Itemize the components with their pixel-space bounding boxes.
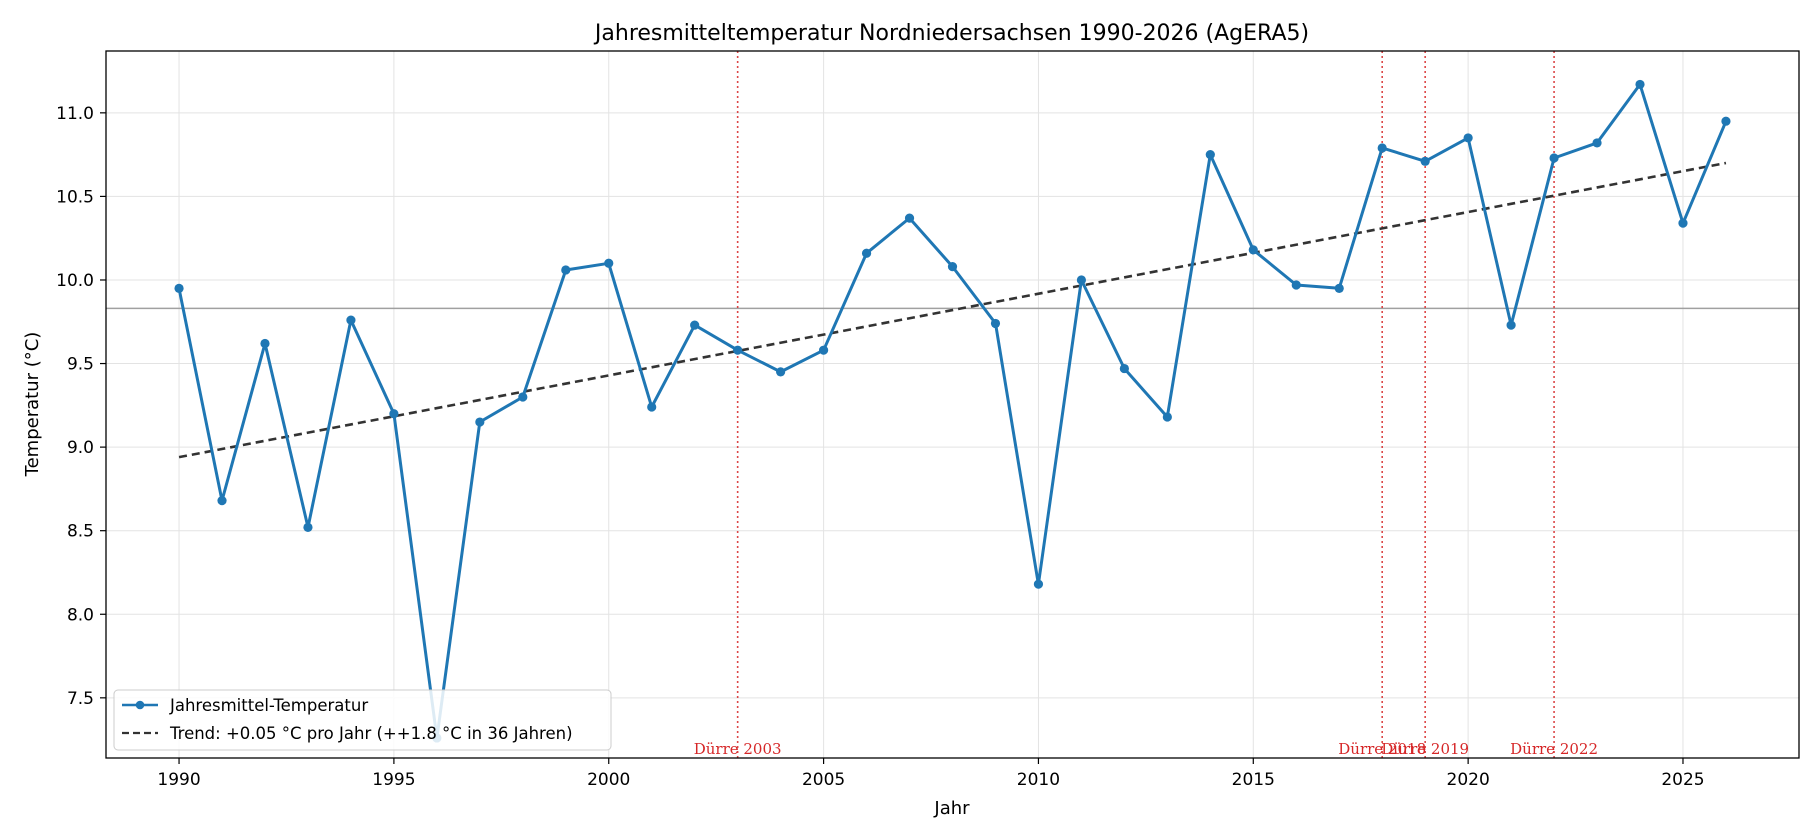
data-point <box>1076 275 1087 285</box>
data-point <box>389 409 399 419</box>
data-point <box>1119 363 1129 374</box>
data-point <box>475 417 485 427</box>
plot-frame <box>105 50 1800 759</box>
event-label: Dürre 2019 <box>1381 740 1469 758</box>
data-point <box>1592 138 1602 148</box>
data-point <box>818 345 829 355</box>
y-tick-label: 7.5 <box>67 689 94 709</box>
data-point <box>1334 283 1344 293</box>
data-point <box>1377 143 1387 153</box>
y-tick-label: 10.5 <box>56 187 94 207</box>
y-tick-label: 9.0 <box>67 438 94 458</box>
data-point <box>1162 412 1172 422</box>
data-point <box>1463 133 1473 143</box>
data-point <box>1248 245 1258 255</box>
data-point <box>1420 156 1430 166</box>
x-tick-label: 2020 <box>1447 770 1490 790</box>
data-point <box>217 496 227 506</box>
y-tick-label: 8.5 <box>67 522 94 542</box>
x-axis: 1990 1995 2000 2005 2010 2015 2020 2025 <box>157 758 1705 790</box>
y-tick-label: 9.5 <box>67 355 94 375</box>
x-tick-label: 2005 <box>802 770 845 790</box>
data-point <box>1721 116 1731 126</box>
y-tick-label: 11.0 <box>56 104 94 124</box>
data-point <box>904 213 915 223</box>
data-point <box>647 402 657 412</box>
data-point <box>690 320 700 330</box>
event-label: Dürre 2003 <box>694 740 782 758</box>
legend-label-trend: Trend: +0.05 °C pro Jahr (++1.8 °C in 36… <box>169 724 573 743</box>
data-point <box>1549 153 1559 163</box>
data-point <box>1678 218 1688 228</box>
data-point <box>1635 79 1645 90</box>
data-point <box>174 283 184 293</box>
data-point <box>861 248 872 258</box>
x-tick-label: 2025 <box>1661 770 1704 790</box>
y-tick-label: 10.0 <box>56 271 94 291</box>
grid <box>106 51 1799 758</box>
data-point <box>561 265 571 275</box>
x-axis-label: Jahr <box>933 798 970 819</box>
x-tick-label: 2010 <box>1017 770 1060 790</box>
trend-line <box>178 161 1727 459</box>
legend-box <box>113 689 612 751</box>
data-point <box>1205 150 1215 160</box>
data-point <box>346 315 356 325</box>
data-point <box>733 345 743 355</box>
data-point <box>303 522 313 532</box>
data-point <box>604 258 614 268</box>
data-point <box>1291 280 1301 290</box>
data-point <box>260 338 270 349</box>
y-axis-label: Temperatur (°C) <box>22 332 43 478</box>
legend-label-temperature: Jahresmittel-Temperatur <box>169 696 368 715</box>
x-tick-label: 1990 <box>157 770 200 790</box>
data-point <box>1033 579 1044 589</box>
temperature-line <box>177 82 1728 740</box>
x-tick-label: 2000 <box>587 770 630 790</box>
data-point <box>990 318 1001 329</box>
event-label: Dürre 2022 <box>1510 740 1598 758</box>
temperature-series <box>174 79 1731 743</box>
x-tick-label: 1995 <box>372 770 415 790</box>
trend-series <box>178 161 1727 459</box>
data-point <box>776 367 786 377</box>
x-tick-label: 2015 <box>1232 770 1275 790</box>
data-point <box>1506 320 1516 330</box>
data-point <box>518 392 528 402</box>
y-tick-label: 8.0 <box>67 605 94 625</box>
event-label: Dürre 2018 <box>1338 740 1426 758</box>
chart-title: Jahresmitteltemperatur Nordniedersachsen… <box>593 21 1309 46</box>
legend: Jahresmittel-Temperatur Trend: +0.05 °C … <box>113 689 612 751</box>
data-point <box>947 262 958 272</box>
y-axis: 7.5 8.0 8.5 9.0 9.5 10.0 10.5 11.0 <box>56 104 106 709</box>
legend-marker-temperature <box>135 700 145 710</box>
